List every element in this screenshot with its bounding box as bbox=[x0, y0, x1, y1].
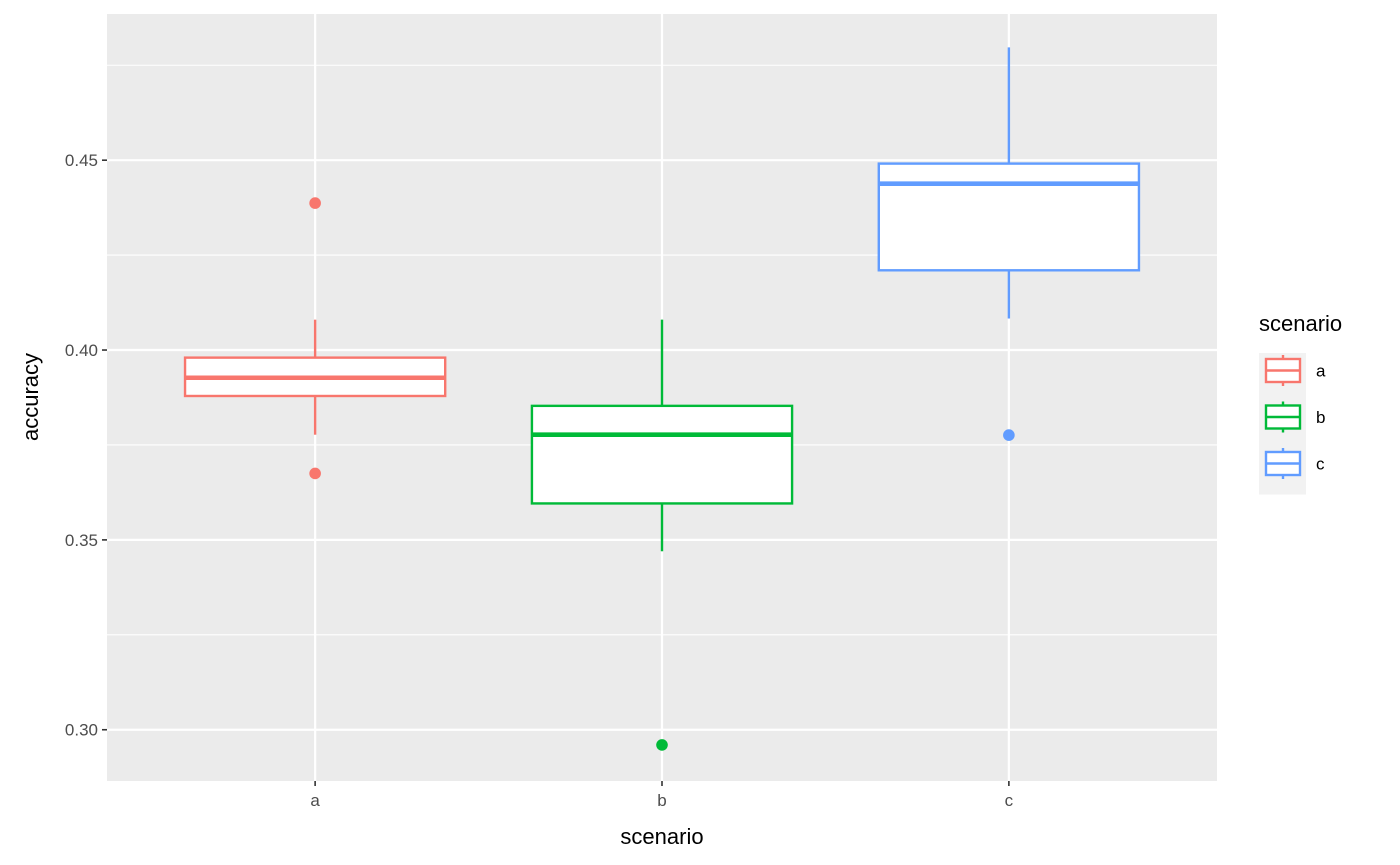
outlier-point bbox=[309, 467, 321, 480]
x-axis: a b c bbox=[310, 781, 1014, 810]
x-tick-label: c bbox=[1005, 791, 1014, 810]
outlier-point bbox=[1003, 429, 1015, 441]
legend-label: c bbox=[1316, 455, 1325, 474]
box bbox=[530, 404, 794, 505]
box bbox=[877, 162, 1141, 272]
y-axis-title: accuracy bbox=[18, 353, 43, 441]
legend-label: b bbox=[1316, 408, 1325, 427]
outlier-point bbox=[309, 197, 321, 209]
legend-item-c: c bbox=[1264, 448, 1325, 479]
box-group-b bbox=[530, 319, 794, 751]
legend: scenario a b c bbox=[1259, 311, 1342, 495]
box-series bbox=[183, 47, 1141, 751]
legend-item-b: b bbox=[1264, 401, 1325, 433]
y-tick-label: 0.35 bbox=[65, 531, 98, 550]
x-axis-title: scenario bbox=[620, 824, 703, 849]
x-tick-label: a bbox=[310, 791, 320, 810]
y-tick-label: 0.45 bbox=[65, 151, 98, 170]
legend-title: scenario bbox=[1259, 311, 1342, 336]
y-tick-label: 0.40 bbox=[65, 341, 98, 360]
box-group-c bbox=[877, 47, 1141, 441]
legend-label: a bbox=[1316, 362, 1326, 381]
legend-item-a: a bbox=[1264, 355, 1326, 386]
y-tick-label: 0.30 bbox=[65, 721, 98, 740]
box-group-a bbox=[183, 197, 447, 480]
outlier-point bbox=[656, 739, 668, 751]
x-tick-label: b bbox=[657, 791, 666, 810]
y-axis: 0.30 0.35 0.40 0.45 bbox=[65, 151, 107, 740]
